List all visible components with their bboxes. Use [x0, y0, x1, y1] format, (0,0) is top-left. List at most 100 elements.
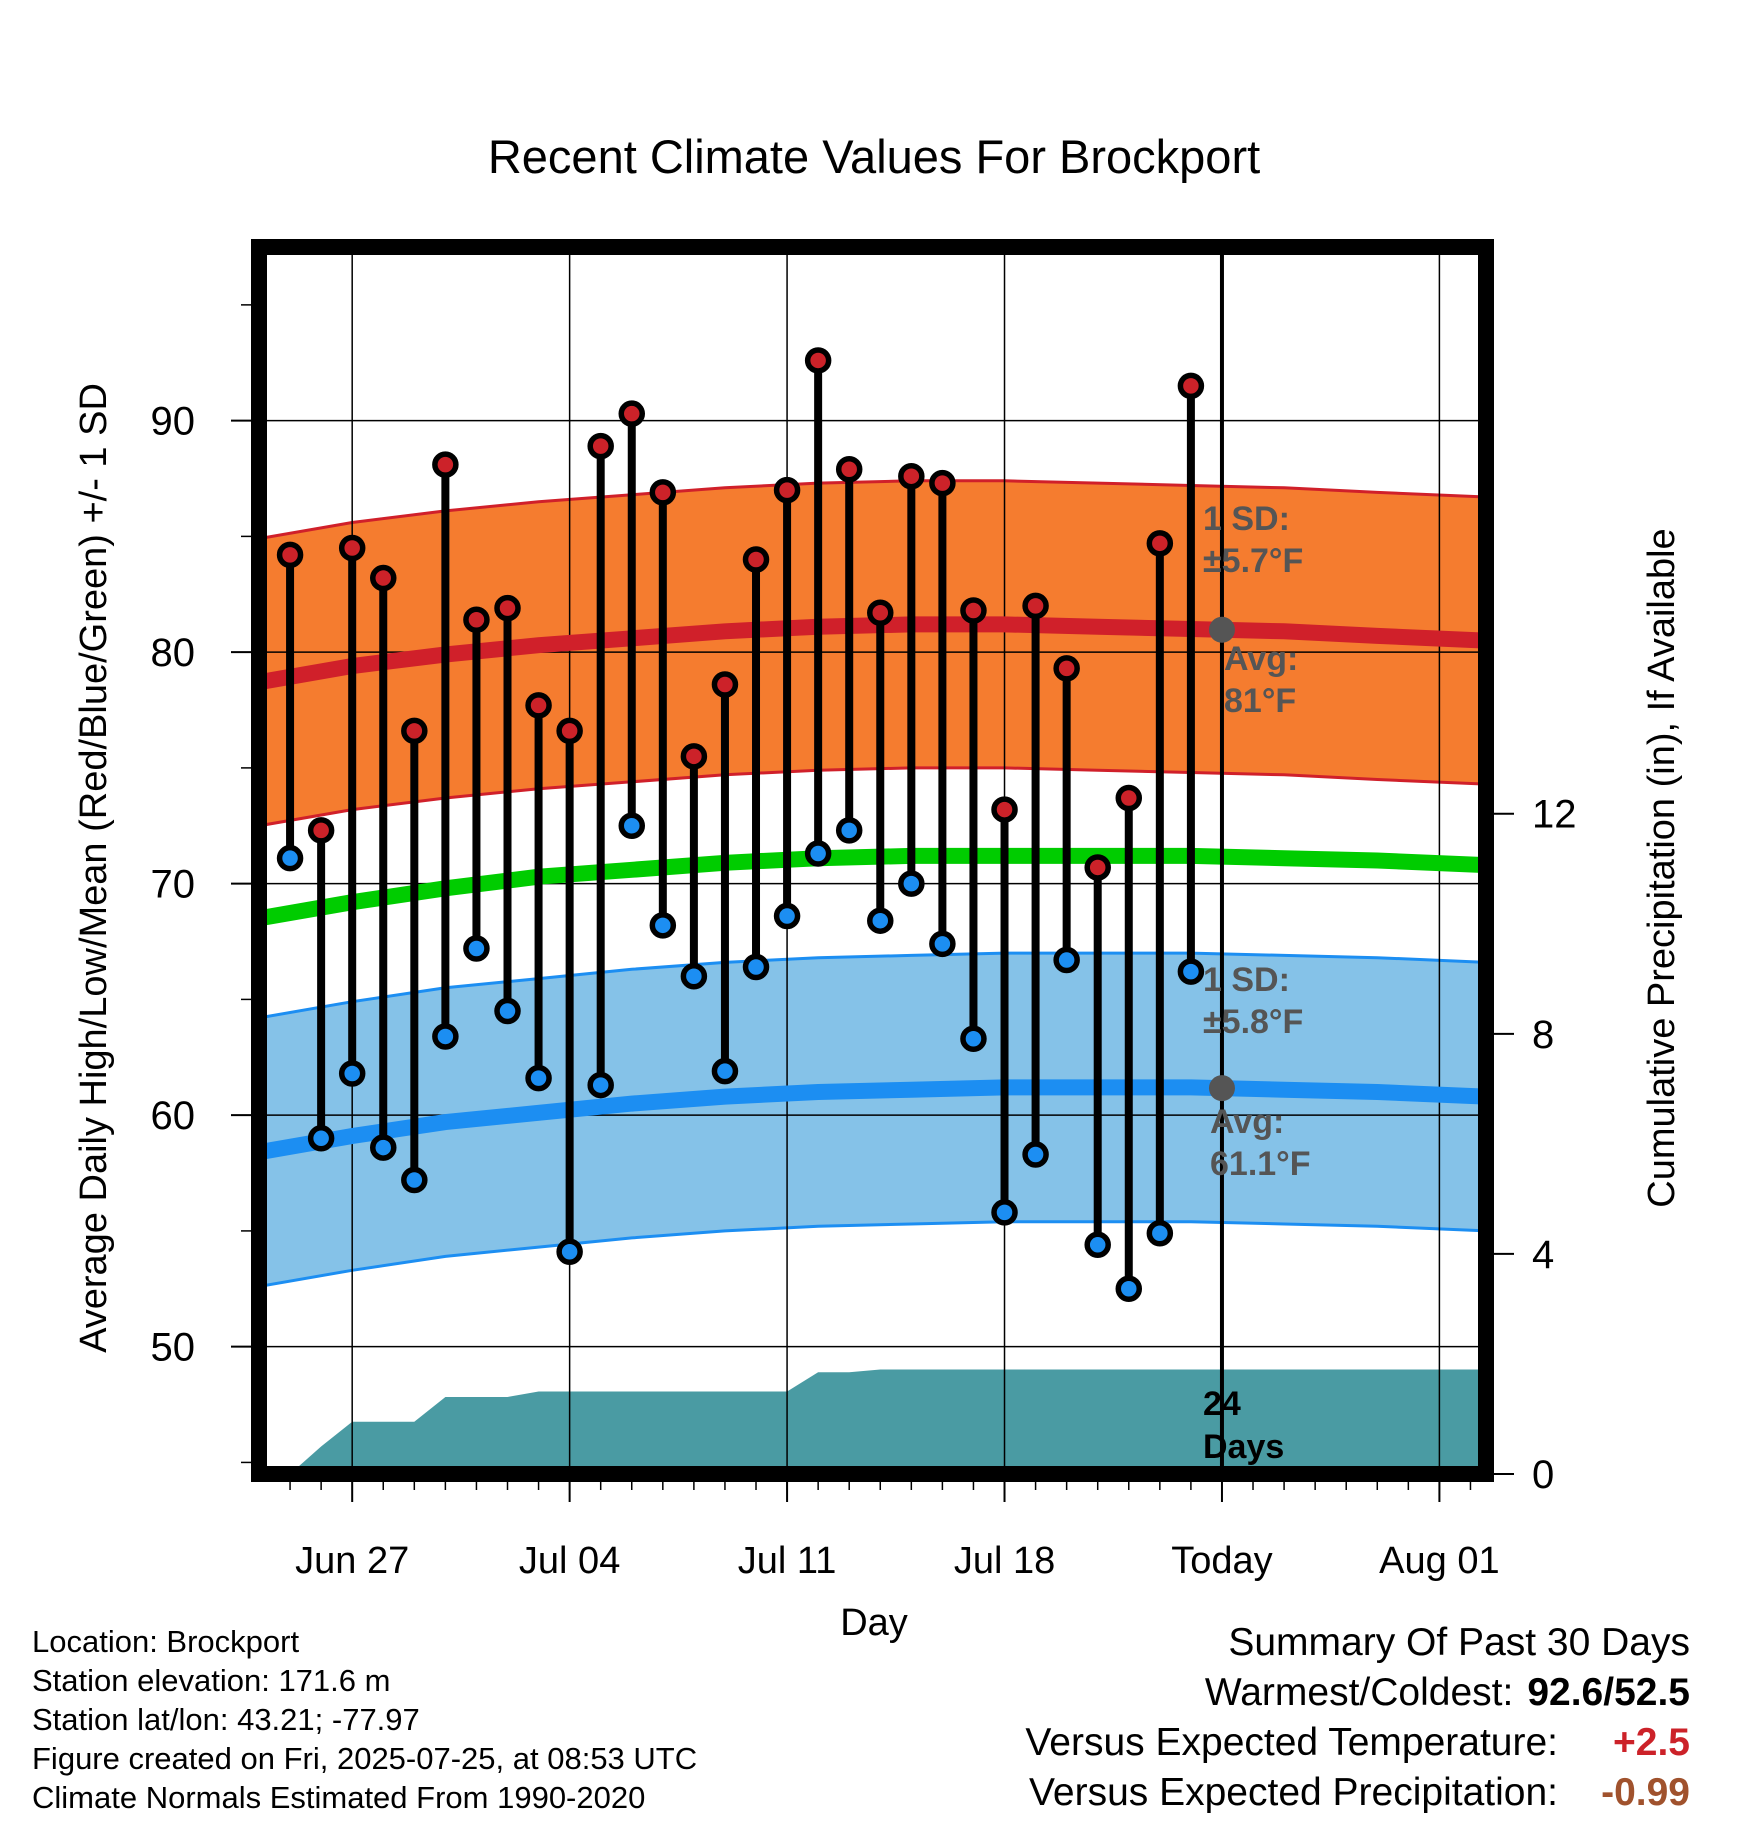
high-point	[463, 606, 490, 633]
high-point	[649, 479, 677, 506]
low-point	[991, 1199, 1018, 1226]
warmest-value: 92.6/52.5	[1527, 1671, 1690, 1714]
low-point	[1084, 1231, 1111, 1259]
high-avg-label: Avg:	[1224, 640, 1298, 678]
plot-inner	[259, 247, 1486, 1474]
temp-label: Versus Expected Temperature:	[1025, 1721, 1558, 1764]
high-point	[960, 597, 987, 624]
low-point	[587, 1071, 614, 1099]
y2-tick-label: 8	[1532, 1013, 1554, 1057]
high-mean-line	[259, 616, 1486, 691]
low-point	[556, 1238, 583, 1266]
plot-area: 1 SD: ±5.7°F Avg: 81°F 1 SD: ±5.8°F Avg: 61.1°F…	[151, 239, 1577, 1582]
low-point	[618, 812, 646, 840]
high-sd-value: ±5.7°F	[1203, 542, 1303, 580]
low-point	[401, 1166, 428, 1194]
low-point	[960, 1025, 987, 1053]
elevation-text: Station elevation: 171.6 m	[32, 1663, 391, 1698]
high-point	[432, 451, 459, 478]
low-point	[1022, 1141, 1049, 1168]
chart-title: Recent Climate Values For Brockport	[488, 130, 1260, 183]
mean-line	[259, 847, 1486, 927]
today-high-avg-marker	[1208, 616, 1235, 643]
high-point	[1115, 784, 1143, 812]
low-point	[867, 907, 894, 934]
low-point	[898, 870, 925, 897]
low-point	[1146, 1219, 1174, 1247]
low-point	[711, 1057, 739, 1085]
low-point	[432, 1023, 459, 1050]
low-mean-line	[259, 1079, 1486, 1161]
low-avg-label: Avg:	[1210, 1103, 1284, 1141]
high-point	[1053, 655, 1080, 682]
high-point	[1146, 530, 1174, 557]
high-point	[1022, 592, 1049, 620]
y2-tick-label: 12	[1532, 793, 1577, 837]
precip-days-label: Days	[1203, 1428, 1284, 1466]
y-tick-label: 50	[151, 1326, 196, 1370]
high-avg-value: 81°F	[1224, 682, 1296, 720]
high-point	[307, 817, 335, 844]
warmest-label: Warmest/Coldest:	[1204, 1671, 1514, 1714]
station-info: Location: Brockport Station elevation: 1…	[32, 1622, 697, 1817]
y2-tick-label: 4	[1532, 1233, 1554, 1277]
low-point	[338, 1060, 366, 1087]
low-point	[525, 1064, 552, 1092]
y2-axis-label: Cumulative Precipitation (in), If Availa…	[1641, 528, 1683, 1207]
low-point	[742, 953, 770, 981]
low-point	[463, 935, 490, 962]
low-point	[1115, 1275, 1143, 1303]
location-text: Location: Brockport	[32, 1624, 300, 1659]
high-point	[680, 743, 708, 770]
temp-value: +2.5	[1613, 1721, 1690, 1764]
precip-value: -0.99	[1601, 1771, 1690, 1814]
high-point	[338, 534, 366, 562]
high-sd-label: 1 SD:	[1203, 500, 1290, 538]
high-point	[835, 455, 863, 483]
plot-frame	[251, 239, 1494, 1482]
low-point	[1177, 958, 1205, 985]
summary-title: Summary Of Past 30 Days	[1228, 1621, 1690, 1664]
high-point	[742, 546, 770, 573]
high-point	[804, 347, 832, 374]
summary-panel: Summary Of Past 30 Days Warmest/Coldest:…	[1025, 1618, 1690, 1818]
y-tick-label: 90	[151, 400, 196, 444]
low-point	[649, 912, 677, 939]
high-point	[401, 717, 428, 745]
high-point	[587, 432, 614, 460]
high-point	[1084, 854, 1111, 881]
today-low-avg-marker	[1208, 1075, 1235, 1102]
low-point	[804, 840, 832, 867]
x-tick-label: Jul 04	[519, 1540, 620, 1582]
low-point	[929, 930, 956, 958]
summary-precip-row: Versus Expected Precipitation: -0.99	[1025, 1768, 1690, 1818]
low-point	[370, 1134, 397, 1161]
low-sd-label: 1 SD:	[1203, 961, 1290, 999]
latlon-text: Station lat/lon: 43.21; -77.97	[32, 1702, 420, 1737]
high-point	[494, 594, 521, 622]
precip-area	[290, 1369, 1486, 1474]
summary-temp-row: Versus Expected Temperature: +2.5	[1025, 1718, 1690, 1768]
y-axis-label: Average Daily High/Low/Mean (Red/Blue/Gr…	[73, 383, 115, 1353]
low-point	[835, 817, 863, 844]
low-point	[1053, 946, 1080, 974]
x-tick-label: Today	[1171, 1540, 1272, 1582]
high-point	[556, 717, 583, 745]
high-point	[370, 564, 397, 592]
high-point	[276, 541, 304, 569]
low-point	[494, 997, 521, 1025]
precip-days-count: 24	[1203, 1385, 1241, 1423]
low-point	[307, 1125, 335, 1152]
x-axis-label: Day	[840, 1602, 908, 1644]
summary-warmest-row: Warmest/Coldest: 92.6/52.5	[1025, 1668, 1690, 1718]
precip-label: Versus Expected Precipitation:	[1029, 1771, 1558, 1814]
low-point	[276, 844, 304, 872]
x-tick-label: Aug 01	[1379, 1540, 1499, 1582]
low-point	[773, 902, 801, 930]
y-tick-label: 60	[151, 1094, 196, 1138]
x-tick-label: Jul 11	[738, 1540, 837, 1582]
high-point	[525, 692, 552, 719]
low-avg-value: 61.1°F	[1210, 1145, 1311, 1183]
high-point	[773, 476, 801, 504]
